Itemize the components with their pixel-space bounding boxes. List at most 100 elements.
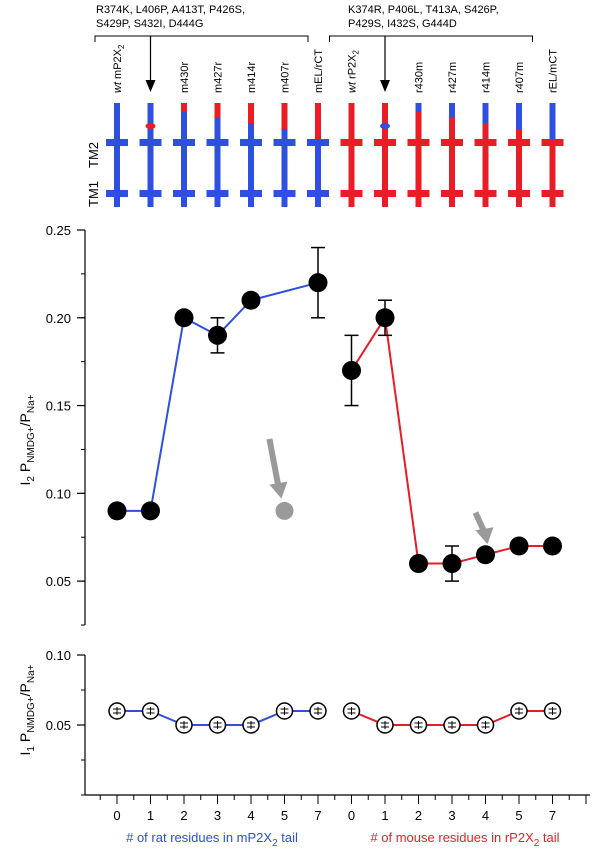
x-tick-label: 4 (482, 808, 489, 823)
construct-label-text: m407r (280, 61, 292, 93)
construct-label: rEL/mCT (548, 49, 560, 93)
x-tick-label: 0 (348, 808, 355, 823)
bracket-rat (329, 35, 533, 42)
construct-label: r427m (447, 62, 459, 93)
x-axis: # of rat residues in mP2X2 tail # of mou… (99, 795, 587, 849)
tm1-segment (307, 190, 329, 197)
tm2-segment (139, 139, 162, 146)
construct-label: m430r (179, 61, 191, 93)
y-tick-label: 0.20 (46, 311, 71, 326)
tm2-label: TM2 (86, 142, 101, 168)
tm1-segment (474, 190, 497, 197)
y-tick-label: 0.10 (46, 648, 71, 663)
tm2-segment (374, 139, 396, 146)
tm2-segment (474, 139, 497, 146)
construct-label-text: m414r (246, 61, 258, 93)
tm2-segment (340, 139, 363, 146)
construct-label: wt mP2X2 (112, 44, 126, 93)
x-tick-label: 4 (247, 808, 254, 823)
mutation-list-rat-line2: P429S, I432S, G444D (348, 18, 457, 30)
construct-label: m407r (280, 61, 292, 93)
construct-label-text: m427r (213, 61, 225, 93)
construct-point-mutation (145, 123, 156, 129)
construct-label-text: mP2X (112, 48, 124, 82)
construct-bar (449, 103, 455, 207)
data-point (241, 290, 261, 310)
data-point-gray (275, 501, 294, 520)
bracket-mouse-arrow-head (145, 80, 156, 92)
construct-label-text: rEL/mCT (548, 49, 560, 93)
tm2-segment (307, 139, 329, 146)
construct-label-text: r427m (447, 62, 459, 93)
x-tick-label: 3 (214, 808, 221, 823)
construct-tail-swap (214, 103, 221, 117)
data-point (174, 308, 194, 328)
construct-label-italic: wt (347, 81, 359, 93)
data-point (107, 501, 127, 521)
mutation-list-mouse-line2: S429P, S432I, D444G (96, 18, 203, 30)
annotation-arrow-head (269, 481, 288, 499)
data-point (543, 536, 562, 556)
construct-tail-swap (482, 103, 489, 123)
construct-label: r430m (414, 62, 426, 93)
tm1-segment (508, 190, 530, 197)
tm1-segment (407, 190, 430, 197)
x-tick-label: 2 (180, 808, 187, 823)
tm2-segment (508, 139, 530, 146)
tm1-segment (273, 190, 296, 197)
tm2-segment (273, 139, 296, 146)
data-point (442, 554, 462, 574)
construct-bar (315, 103, 321, 207)
construct-label-sub: 2 (352, 49, 361, 54)
construct-tail-swap (181, 103, 187, 112)
data-point (476, 545, 495, 565)
bracket-mouse (94, 35, 309, 42)
tm2-segment (240, 139, 262, 146)
construct-tail-swap (516, 103, 522, 129)
construct-label-text: r430m (414, 62, 426, 93)
construct-bar (348, 103, 355, 207)
x-tick-label: 3 (448, 808, 455, 823)
construct-bar (214, 103, 221, 207)
construct-point-mutation (380, 123, 390, 129)
construct-label-italic: wt (112, 81, 124, 93)
construct-label: mEL/rCT (313, 49, 325, 93)
data-point (409, 554, 428, 574)
construct-bars (106, 103, 564, 207)
y-tick-label: 0.05 (46, 718, 71, 733)
construct-bar (415, 103, 422, 207)
data-point (342, 360, 361, 380)
tm1-segment (173, 190, 195, 197)
x-tick-label: 7 (314, 808, 321, 823)
construct-tail-swap (549, 103, 556, 139)
tm1-segment (240, 190, 262, 197)
data-point (375, 308, 395, 328)
construct-label-text: m430r (179, 61, 191, 93)
tm1-segment (206, 190, 229, 197)
tm2-segment (206, 139, 229, 146)
construct-tail-swap (315, 103, 321, 139)
tm2-segment (407, 139, 430, 146)
bracket-rat-arrow-head (380, 80, 390, 92)
construct-bar (549, 103, 556, 207)
construct-label: r407m (514, 62, 526, 93)
construct-label-text: r414m (481, 62, 493, 93)
construct-bar (181, 103, 187, 207)
upper-y-axis-label: I2 PNMDG+/PNa+ (17, 394, 37, 485)
tm1-segment (139, 190, 162, 197)
x-tick-label: 1 (381, 808, 388, 823)
construct-bar (281, 103, 288, 207)
x-axis-label-left: # of rat residues in mP2X2 tail (126, 830, 298, 849)
x-tick-label: 7 (549, 808, 556, 823)
construct-label: m427r (213, 61, 225, 93)
mutation-list-mouse-line1: R374K, L406P, A413T, P426S, (96, 4, 245, 16)
construct-bar (248, 103, 254, 207)
construct-label-text: rP2X (347, 54, 359, 82)
series-line (117, 281, 319, 512)
data-point (308, 273, 328, 293)
series-line (350, 314, 553, 565)
data-point (141, 501, 160, 521)
x-tick-label: 0 (113, 808, 120, 823)
tm2-segment (541, 139, 564, 146)
